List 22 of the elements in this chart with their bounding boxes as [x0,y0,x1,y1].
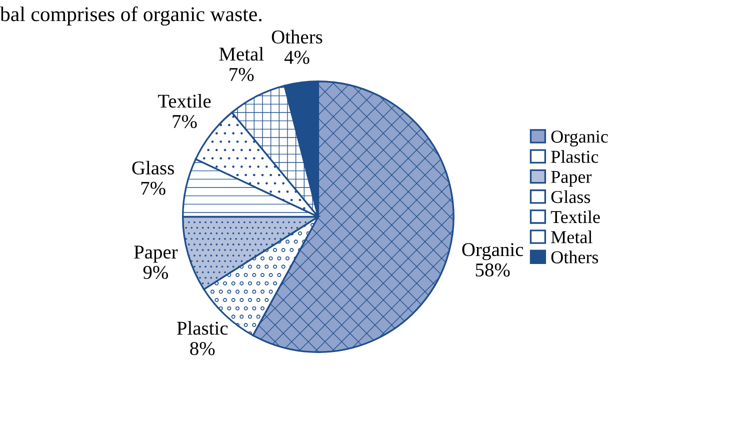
data-label: 9% [143,266,168,280]
slice-label: Organic [462,243,524,260]
slice-label: Paper [134,246,178,263]
slice-label: Textile [158,94,211,108]
slice-label: Metal [219,46,264,61]
legend-label: Glass [551,190,590,204]
legend-label: Paper [551,170,592,187]
legend-label: Others [551,250,598,264]
data-label: 4% [284,50,310,64]
data-label: 8% [190,342,215,356]
slice-label: Plastic [177,321,228,335]
data-label: 58% [476,263,510,277]
slice-label: Glass [132,160,174,175]
data-label: 7% [141,182,166,195]
slice-label: Others [272,30,322,44]
legend-label: Organic [551,130,608,146]
text: bal comprises of organic waste. [0,6,262,26]
legend-label: Textile [550,210,600,224]
data-label: 7% [172,114,197,128]
data-label: 7% [230,68,254,82]
legend-label: Metal [551,230,592,244]
legend-label: Plastic [551,150,598,163]
